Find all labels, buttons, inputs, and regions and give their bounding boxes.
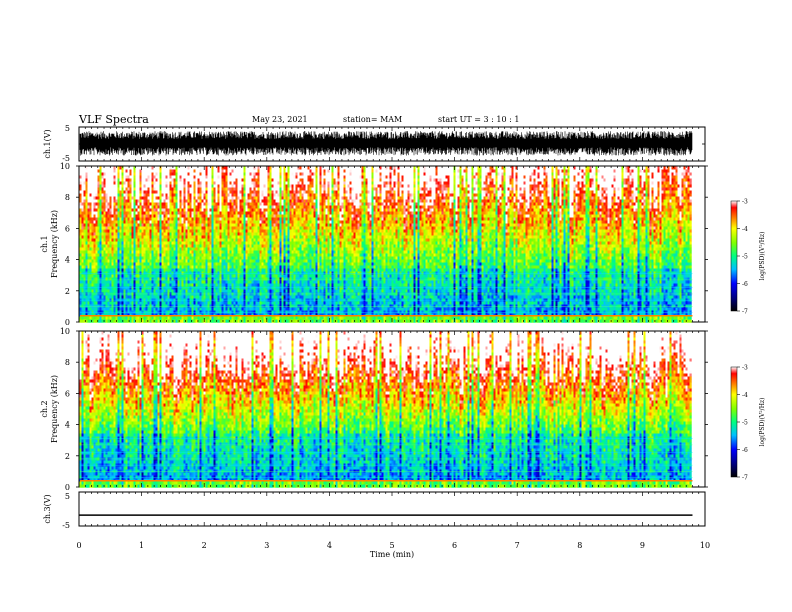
freq-tick-label: 10 — [60, 327, 70, 336]
colorbar-tick-label: -5 — [742, 254, 748, 261]
colorbar-tick-label: -3 — [742, 365, 748, 372]
time-axis-label: Time (min) — [370, 550, 414, 559]
ch1-waveform-panel: 5 -5 ch.1(V) — [43, 124, 705, 163]
freq-tick-label: 8 — [65, 193, 70, 202]
ch3-ytick-bottom: -5 — [62, 521, 70, 530]
freq-tick-label: 2 — [65, 287, 70, 296]
ch1-spectrogram-panel: 0 2 4 6 8 10 ch.1 Frequency (kHz) — [40, 162, 708, 327]
ch1-ytick-top: 5 — [65, 124, 70, 133]
time-tick-label: 8 — [577, 541, 582, 550]
colorbar-tick-label: -3 — [742, 199, 748, 206]
freq-tick-label: 0 — [65, 318, 70, 327]
colorbar-tick-label: -5 — [742, 420, 748, 427]
ch3-ytick-top: 5 — [65, 492, 70, 501]
freq-tick-label: 6 — [65, 389, 70, 398]
ch2-spectrogram-image — [80, 332, 693, 488]
ch3-waveform-panel: 5 -5 ch.3(V) — [43, 492, 705, 530]
freq-tick-label: 8 — [65, 358, 70, 367]
ch2-colorbar: -3 -4 -5 -6 -7 log(PSD)(V²/Hz) — [731, 365, 766, 482]
time-tick-label: 0 — [76, 541, 81, 550]
colorbar-tick-label: -7 — [742, 309, 748, 316]
ch1-colorbar-label: log(PSD)(V²/Hz) — [759, 232, 766, 281]
colorbar-tick-label: -7 — [742, 475, 748, 482]
freq-tick-label: 10 — [60, 162, 70, 171]
colorbar-tick-label: -4 — [742, 392, 748, 399]
freq-tick-label: 4 — [65, 421, 70, 430]
time-tick-label: 3 — [264, 541, 269, 550]
ch3-ylabel: ch.3(V) — [43, 494, 52, 523]
freq-tick-label: 0 — [65, 483, 70, 492]
freq-tick-label: 2 — [65, 452, 70, 461]
time-tick-label: 4 — [327, 541, 332, 550]
ch2-freq-label-ch: ch.2 — [40, 400, 49, 417]
time-tick-label: 6 — [452, 541, 457, 550]
time-tick-label: 2 — [202, 541, 207, 550]
ch2-colorbar-label: log(PSD)(V²/Hz) — [759, 398, 766, 447]
ch1-colorbar: -3 -4 -5 -6 -7 log(PSD)(V²/Hz) — [731, 199, 766, 316]
ch1-freq-label: Frequency (kHz) — [50, 210, 59, 278]
freq-tick-label: 6 — [65, 224, 70, 233]
ch1-spectrogram-image — [80, 167, 693, 323]
time-tick-label: 7 — [515, 541, 520, 550]
time-tick-label: 1 — [139, 541, 144, 550]
colorbar-tick-label: -6 — [742, 281, 748, 288]
ch2-spectrogram-panel: 0 2 4 6 8 10 ch.2 Frequency (kHz) — [40, 327, 708, 492]
time-tick-label: 10 — [700, 541, 710, 550]
colorbar-tick-label: -4 — [742, 226, 748, 233]
time-tick-label: 5 — [389, 541, 394, 550]
freq-tick-label: 4 — [65, 256, 70, 265]
ch1-ylabel: ch.1(V) — [43, 129, 52, 158]
ch1-freq-label-ch: ch.1 — [40, 235, 49, 252]
time-tick-label: 9 — [640, 541, 645, 550]
colorbar-tick-label: -6 — [742, 447, 748, 454]
ch2-freq-label: Frequency (kHz) — [50, 375, 59, 443]
